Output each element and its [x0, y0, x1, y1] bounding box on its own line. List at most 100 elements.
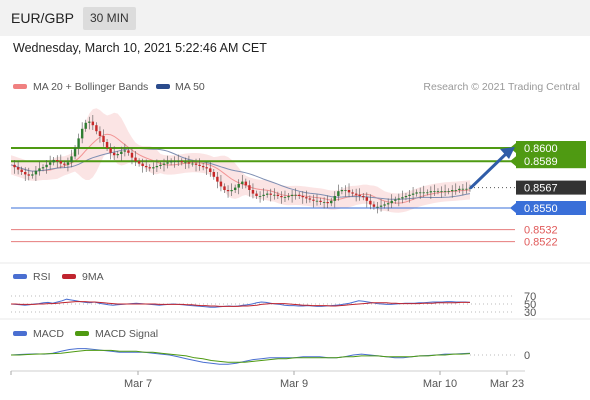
candle [198, 158, 201, 171]
candle [105, 139, 109, 151]
ma50-legend-swatch [156, 84, 170, 89]
candle [145, 159, 148, 172]
macd-series-line-1 [11, 349, 471, 363]
candle-body [109, 148, 112, 153]
candle-body [59, 161, 63, 164]
candle [152, 162, 155, 175]
candle [216, 172, 219, 189]
candle [440, 186, 443, 198]
rsi-level-label: 50 [524, 299, 536, 311]
candle [120, 146, 123, 161]
candle [162, 158, 166, 172]
level-tag-value: 0.8550 [524, 203, 558, 215]
candle-body [223, 186, 226, 190]
candle [379, 199, 383, 212]
candle [248, 180, 251, 197]
candle-body [230, 190, 233, 192]
ma20-legend-swatch [13, 84, 27, 89]
candle [166, 155, 169, 169]
candle-body [187, 162, 191, 164]
candle-body [169, 161, 173, 163]
candle-body [177, 161, 180, 162]
candle-body [130, 152, 134, 158]
candle [273, 188, 276, 200]
candle [347, 183, 351, 198]
x-tick-label: Mar 7 [124, 378, 152, 390]
candle [112, 146, 116, 160]
candle [258, 191, 262, 203]
candle-body [426, 192, 429, 194]
candle [134, 151, 137, 166]
candle [31, 171, 34, 179]
candle [319, 197, 322, 205]
candle [237, 179, 240, 195]
candle [305, 190, 308, 204]
candle [109, 143, 112, 160]
candle-body [265, 193, 269, 195]
candle [194, 158, 198, 172]
candle-body [63, 163, 66, 165]
candle-body [41, 167, 45, 169]
candle [226, 185, 230, 198]
candle-body [340, 190, 344, 192]
candle [404, 193, 408, 201]
macd-legend-swatch [13, 331, 27, 336]
rsi-series-line-1 [11, 301, 470, 307]
candle-body [440, 191, 443, 192]
x-tick-label: Mar 23 [490, 378, 524, 390]
candle-body [415, 192, 418, 194]
candle [73, 145, 77, 160]
candle-body [433, 191, 436, 192]
candle-body [408, 194, 411, 196]
candle [13, 160, 16, 174]
candle-body [326, 202, 329, 204]
candle [184, 157, 187, 169]
candle-body [48, 162, 52, 165]
candle [269, 188, 272, 202]
candle-body [315, 200, 319, 202]
candle [45, 160, 48, 174]
level-tag-pointer [510, 156, 516, 167]
candle [16, 160, 20, 175]
pivot-level-tag [516, 201, 586, 215]
candle [298, 191, 301, 199]
candle-body [383, 204, 386, 206]
candle [394, 196, 397, 204]
candle [354, 188, 358, 202]
candle-body [102, 136, 105, 142]
candle-body [461, 188, 465, 190]
candle-body [365, 197, 369, 201]
candle [383, 201, 386, 209]
candle [401, 190, 404, 204]
candle [91, 115, 95, 130]
candle [458, 185, 461, 193]
candle-body [301, 196, 304, 198]
candle [130, 148, 134, 165]
candle [34, 166, 38, 181]
candle [24, 167, 27, 181]
candle-body [91, 121, 95, 126]
candle [436, 188, 440, 195]
trend-arrow-head [500, 147, 515, 159]
candle-body [112, 152, 116, 156]
candle [365, 192, 369, 208]
candle-body [116, 154, 119, 156]
rsi-level-label: 70 [524, 291, 536, 303]
candle-body [148, 167, 151, 169]
candle [70, 149, 73, 168]
candle [191, 160, 194, 167]
candle-body [347, 190, 351, 193]
bollinger-band-area [11, 108, 470, 213]
candle-body [134, 157, 137, 162]
candle-body [379, 205, 383, 207]
candle-body [447, 191, 450, 192]
candle [330, 197, 333, 207]
candle-body [458, 188, 461, 190]
candle-body [322, 202, 326, 203]
candle [177, 154, 180, 166]
interval-button[interactable]: 30 MIN [83, 7, 136, 30]
candle [372, 201, 376, 210]
candle-body [77, 138, 80, 148]
candle-body [344, 190, 347, 191]
candle-body [422, 192, 425, 194]
